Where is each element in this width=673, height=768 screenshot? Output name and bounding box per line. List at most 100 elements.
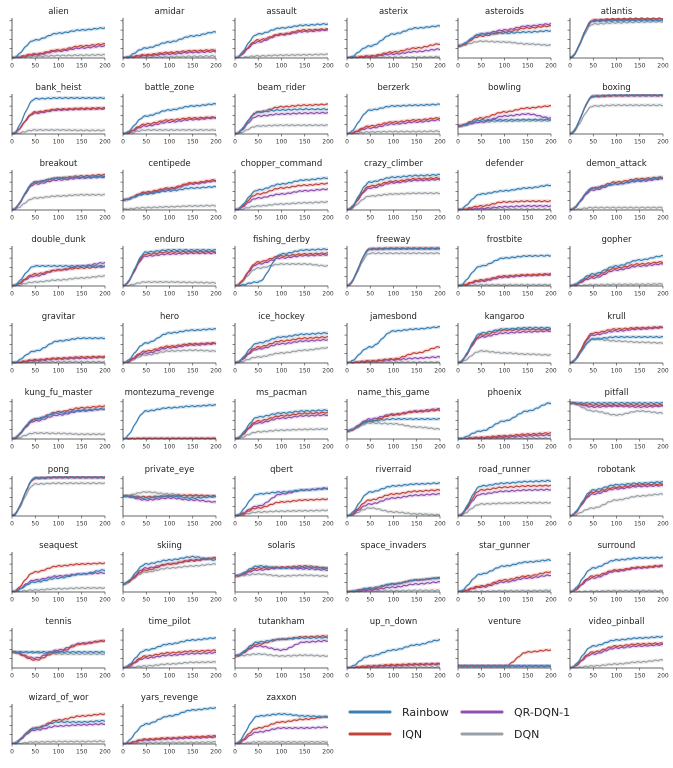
panel-ms-pacman: ms_pacman 0 50 100 150 200 (232, 388, 334, 451)
x-tick-label: 150 (634, 291, 646, 298)
series-line-iqn (458, 200, 552, 211)
panel-title: video_pinball (589, 617, 645, 627)
band-iqn (123, 249, 216, 286)
series-line-rainbow (234, 332, 329, 364)
band-rainbow (458, 253, 551, 286)
x-tick-label: 0 (345, 521, 349, 528)
x-tick-label: 0 (233, 444, 237, 451)
series-line-rainbow (570, 255, 664, 287)
x-tick-label: 50 (31, 673, 39, 680)
x-tick-label: 150 (411, 215, 423, 222)
band-rainbow (458, 183, 551, 210)
series-line-dqn (347, 589, 441, 593)
x-tick-label: 0 (10, 291, 14, 298)
series-line-qr-dqn-1 (457, 204, 552, 211)
x-tick-label: 200 (322, 749, 334, 756)
panel-title: zaxxon (266, 693, 296, 703)
x-tick-label: 0 (233, 673, 237, 680)
panel-title: asterix (379, 7, 408, 17)
x-tick-label: 0 (568, 673, 572, 680)
x-tick-label: 150 (76, 597, 88, 604)
x-tick-label: 150 (76, 749, 88, 756)
x-tick-label: 100 (53, 63, 65, 70)
x-tick-label: 0 (10, 63, 14, 70)
x-tick-label: 50 (366, 215, 374, 222)
panel-asterix: asterix 0 50 100 150 200 (344, 7, 446, 70)
series-line-dqn (346, 507, 441, 517)
x-tick-label: 150 (187, 368, 199, 375)
x-tick-label: 150 (187, 673, 199, 680)
series-line-rainbow (570, 335, 663, 364)
x-tick-label: 0 (121, 521, 125, 528)
x-tick-label: 100 (53, 673, 65, 680)
panel-title: venture (488, 617, 521, 627)
x-tick-label: 150 (76, 444, 88, 451)
series-line-rainbow (123, 328, 217, 364)
series-line-rainbow (347, 103, 441, 135)
x-tick-label: 100 (499, 521, 511, 528)
x-tick-label: 150 (634, 673, 646, 680)
panel-title: name_this_game (357, 388, 429, 398)
x-tick-label: 150 (299, 215, 311, 222)
series-line-rainbow (569, 401, 664, 405)
x-tick-label: 100 (611, 291, 623, 298)
band-qr-dqn-1 (235, 638, 328, 658)
x-tick-label: 100 (164, 597, 176, 604)
panel-title: berzerk (377, 83, 409, 93)
series-line-dqn (122, 349, 217, 364)
x-tick-label: 200 (99, 63, 111, 70)
x-tick-label: 100 (499, 673, 511, 680)
series-line-qr-dqn-1 (570, 484, 664, 517)
series-line-qr-dqn-1 (457, 488, 552, 517)
series-line-rainbow (234, 248, 329, 287)
x-tick-label: 150 (411, 521, 423, 528)
x-tick-label: 150 (634, 521, 646, 528)
band-iqn (570, 325, 663, 363)
x-tick-label: 0 (568, 444, 572, 451)
series-line-dqn (234, 572, 329, 578)
band-rainbow (12, 174, 105, 210)
band-iqn (123, 115, 216, 134)
series-line-dqn (346, 130, 440, 135)
series-line-iqn (346, 346, 441, 364)
series-line-qr-dqn-1 (570, 643, 663, 669)
legend-label: QR-DQN-1 (514, 706, 570, 719)
panel-title: yars_revenge (141, 693, 198, 703)
series-line-iqn (346, 176, 441, 211)
x-tick-label: 50 (477, 444, 485, 451)
x-tick-label: 0 (568, 215, 572, 222)
x-tick-label: 200 (545, 215, 557, 222)
band-rainbow (570, 254, 663, 286)
series-line-rainbow (11, 568, 106, 593)
series-line-qr-dqn-1 (347, 492, 441, 517)
series-line-dqn (235, 427, 329, 440)
x-tick-label: 150 (299, 749, 311, 756)
series-line-dqn (346, 252, 441, 287)
series-line-iqn (346, 116, 440, 135)
series-line-dqn (458, 349, 552, 364)
panel-title: solaris (268, 541, 296, 551)
band-rainbow (123, 706, 216, 744)
panel-title: bank_heist (36, 83, 83, 93)
band-iqn (458, 648, 551, 668)
panel-kangaroo: kangaroo 0 50 100 150 200 (455, 312, 557, 375)
x-tick-label: 0 (456, 521, 460, 528)
series-line-iqn (235, 28, 329, 59)
x-tick-label: 0 (121, 597, 125, 604)
panel-title: frostbite (487, 235, 523, 245)
x-tick-label: 50 (142, 521, 150, 528)
legend-item-dqn: DQN (460, 728, 539, 741)
x-tick-label: 50 (254, 597, 262, 604)
x-tick-label: 50 (589, 444, 597, 451)
x-tick-label: 200 (434, 521, 446, 528)
x-tick-label: 100 (276, 215, 288, 222)
x-tick-label: 100 (611, 139, 623, 146)
band-rainbow (123, 494, 216, 500)
x-tick-label: 0 (456, 597, 460, 604)
panel-pong: pong 0 50 100 150 200 (9, 465, 111, 528)
series-line-iqn (569, 325, 664, 364)
band-qr-dqn-1 (235, 725, 328, 744)
band-rainbow (123, 184, 216, 202)
series-line-qr-dqn-1 (234, 111, 329, 135)
series-line-rainbow (234, 107, 329, 135)
